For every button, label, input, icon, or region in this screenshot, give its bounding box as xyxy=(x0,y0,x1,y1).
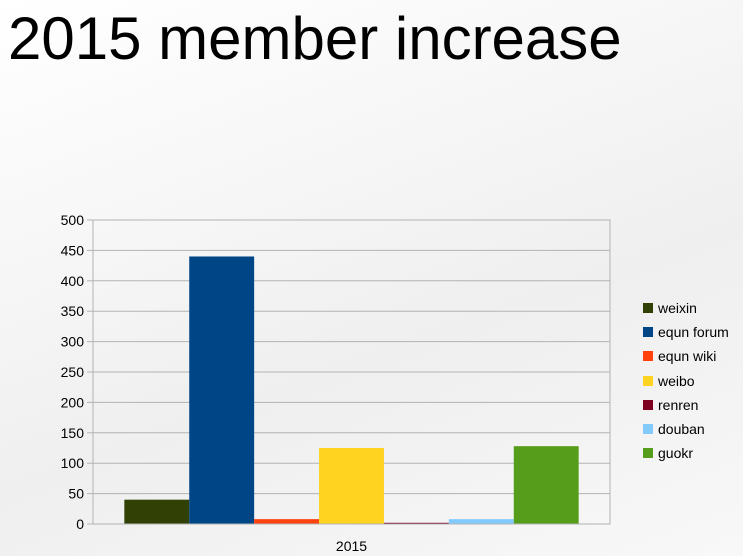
bar-equn-forum xyxy=(189,256,255,524)
y-tick-label: 450 xyxy=(61,242,85,258)
legend-swatch xyxy=(643,448,653,459)
y-axis-tick-labels: 0 50 100 150 200 250 300 350 400 450 500 xyxy=(61,212,85,532)
legend-swatch xyxy=(643,375,653,386)
x-category-label: 2015 xyxy=(336,538,367,554)
legend-swatch xyxy=(643,399,653,410)
chart-bars xyxy=(124,256,579,524)
y-tick-label: 200 xyxy=(61,394,85,410)
legend-label: weibo xyxy=(658,372,695,389)
legend-item: douban xyxy=(643,417,729,441)
legend-label: equn forum xyxy=(658,324,729,341)
legend-item: weixin xyxy=(643,296,729,320)
y-tick-label: 250 xyxy=(61,364,85,380)
legend-swatch xyxy=(643,351,653,362)
legend-swatch xyxy=(643,424,653,435)
slide-title: 2015 member increase xyxy=(8,5,622,72)
legend-item: weibo xyxy=(643,369,729,393)
chart-legend: weixin equn forum equn wiki weibo renren doub… xyxy=(643,296,729,465)
legend-label: renren xyxy=(658,396,699,413)
legend-item: equn forum xyxy=(643,320,729,344)
bar-equn-wiki xyxy=(254,519,320,524)
y-tick-label: 350 xyxy=(61,303,85,319)
y-tick-label: 100 xyxy=(61,455,85,471)
y-tick-label: 0 xyxy=(76,516,84,532)
legend-label: douban xyxy=(658,421,705,438)
legend-label: guokr xyxy=(658,445,694,462)
y-tick-label: 400 xyxy=(61,273,85,289)
y-tick-label: 150 xyxy=(61,425,85,441)
y-tick-label: 50 xyxy=(68,486,84,502)
legend-label: weixin xyxy=(658,300,697,317)
bar-guokr xyxy=(513,446,579,524)
bar-weibo xyxy=(319,448,384,524)
y-tick-label: 500 xyxy=(61,212,85,228)
legend-swatch xyxy=(643,303,653,314)
legend-item: renren xyxy=(643,393,729,417)
legend-item: guokr xyxy=(643,441,729,465)
legend-item: equn wiki xyxy=(643,344,729,368)
legend-label: equn wiki xyxy=(658,348,717,365)
bar-douban xyxy=(448,519,514,524)
bar-renren xyxy=(383,522,449,524)
plot-area-frame xyxy=(92,219,611,525)
x-axis-category-labels: 2015 xyxy=(336,538,367,554)
legend-swatch xyxy=(643,327,653,338)
y-tick-label: 300 xyxy=(61,334,85,350)
chart-axes xyxy=(92,219,611,525)
bar-weixin xyxy=(124,499,190,524)
